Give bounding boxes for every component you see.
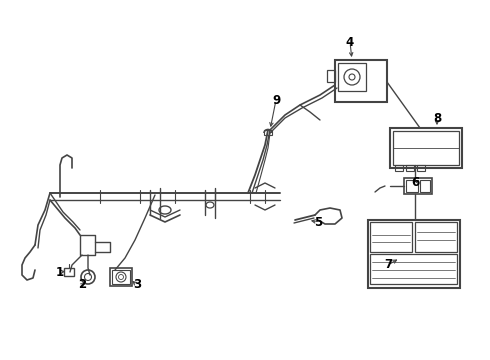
- Bar: [335, 60, 387, 102]
- Text: 8: 8: [433, 112, 441, 125]
- Bar: [110, 268, 132, 286]
- Text: 5: 5: [314, 216, 322, 229]
- Bar: [112, 270, 130, 284]
- Bar: [404, 178, 432, 194]
- Bar: [395, 165, 403, 171]
- Bar: [406, 165, 414, 171]
- Bar: [417, 165, 425, 171]
- Bar: [327, 70, 335, 82]
- Text: 2: 2: [78, 279, 86, 292]
- Bar: [370, 222, 412, 252]
- Bar: [368, 220, 460, 288]
- Text: 7: 7: [384, 258, 392, 271]
- Text: 9: 9: [272, 94, 280, 107]
- Bar: [64, 268, 74, 276]
- Text: 3: 3: [133, 279, 141, 292]
- Bar: [390, 128, 462, 168]
- Text: 1: 1: [56, 266, 64, 279]
- Bar: [338, 63, 366, 91]
- Bar: [264, 130, 272, 135]
- Bar: [420, 180, 430, 192]
- Text: 4: 4: [346, 36, 354, 49]
- Bar: [415, 222, 457, 252]
- Bar: [406, 180, 418, 192]
- Text: 6: 6: [411, 175, 419, 189]
- Bar: [370, 254, 457, 284]
- Bar: [393, 131, 459, 165]
